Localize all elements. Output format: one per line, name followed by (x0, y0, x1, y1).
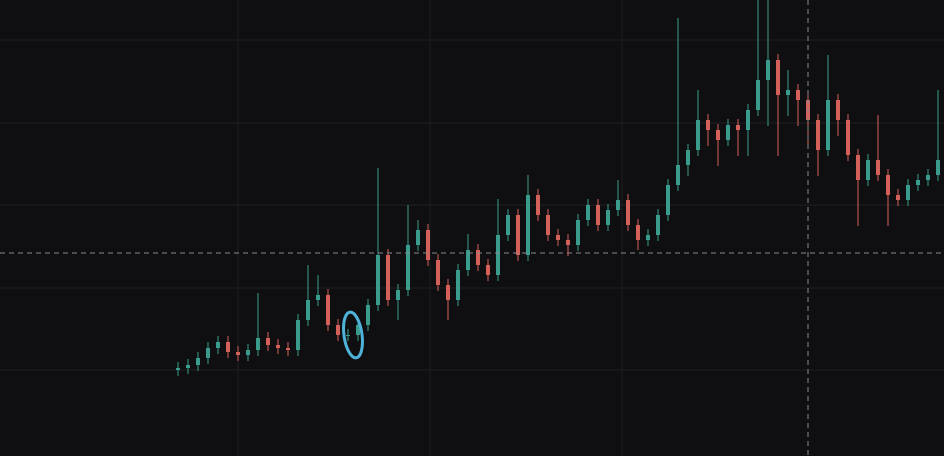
candle-body (586, 205, 590, 220)
candle-body (426, 230, 430, 260)
candle-body (446, 285, 450, 300)
candle-body (816, 120, 820, 150)
candle-body (776, 60, 780, 95)
candle-body (936, 160, 940, 175)
candle-body (206, 348, 210, 358)
candle-body (756, 80, 760, 110)
candle-body (746, 110, 750, 130)
candle-body (716, 130, 720, 140)
candle-body (306, 300, 310, 320)
candle-body (316, 295, 320, 300)
candle-body (846, 120, 850, 155)
candle-body (906, 185, 910, 200)
candle-body (216, 342, 220, 348)
candle-body (616, 200, 620, 210)
candle-body (196, 358, 200, 365)
candle-body (356, 325, 360, 335)
candle-body (476, 250, 480, 265)
candle-body (286, 348, 290, 350)
candle-body (856, 155, 860, 180)
candle-body (546, 215, 550, 235)
candle-body (606, 210, 610, 225)
candle-body (256, 338, 260, 350)
candle-body (786, 90, 790, 95)
candle-body (406, 245, 410, 290)
candle-body (836, 100, 840, 120)
candle-body (236, 352, 240, 355)
candle-body (336, 325, 340, 335)
candle-body (686, 150, 690, 165)
candle-body (466, 250, 470, 270)
candle-body (726, 125, 730, 140)
candle-body (486, 265, 490, 275)
candle-body (896, 195, 900, 200)
candle-body (506, 215, 510, 235)
candle-body (676, 165, 680, 185)
candle-body (556, 235, 560, 240)
candles (176, 0, 940, 376)
candle-body (866, 160, 870, 180)
candle-body (696, 120, 700, 150)
candle-body (576, 220, 580, 245)
candle-body (276, 345, 280, 348)
annotation-ellipse (342, 310, 364, 360)
candle-body (926, 175, 930, 180)
candle-body (596, 205, 600, 225)
candle-body (296, 320, 300, 350)
candle-body (766, 60, 770, 80)
candle-body (706, 120, 710, 130)
candle-body (516, 215, 520, 255)
candle-body (246, 350, 250, 355)
candle-body (396, 290, 400, 300)
candle-body (186, 365, 190, 368)
candle-body (176, 368, 180, 370)
candle-body (736, 125, 740, 130)
candle-body (456, 270, 460, 300)
candle-body (496, 235, 500, 275)
candle-body (536, 195, 540, 215)
candle-body (526, 195, 530, 255)
candle-body (626, 200, 630, 225)
candle-body (916, 180, 920, 185)
candle-body (226, 342, 230, 352)
candle-body (386, 255, 390, 300)
candle-body (326, 295, 330, 325)
candle-body (656, 215, 660, 235)
candle-body (566, 240, 570, 245)
candle-body (666, 185, 670, 215)
candle-body (366, 305, 370, 325)
candle-body (266, 338, 270, 345)
candle-body (826, 100, 830, 150)
candle-body (796, 90, 800, 100)
candle-body (346, 335, 350, 336)
candle-body (416, 230, 420, 245)
candle-body (646, 235, 650, 240)
candle-body (876, 160, 880, 175)
candle-body (636, 225, 640, 240)
candle-body (376, 255, 380, 305)
candle-body (436, 260, 440, 285)
candle-body (886, 175, 890, 195)
